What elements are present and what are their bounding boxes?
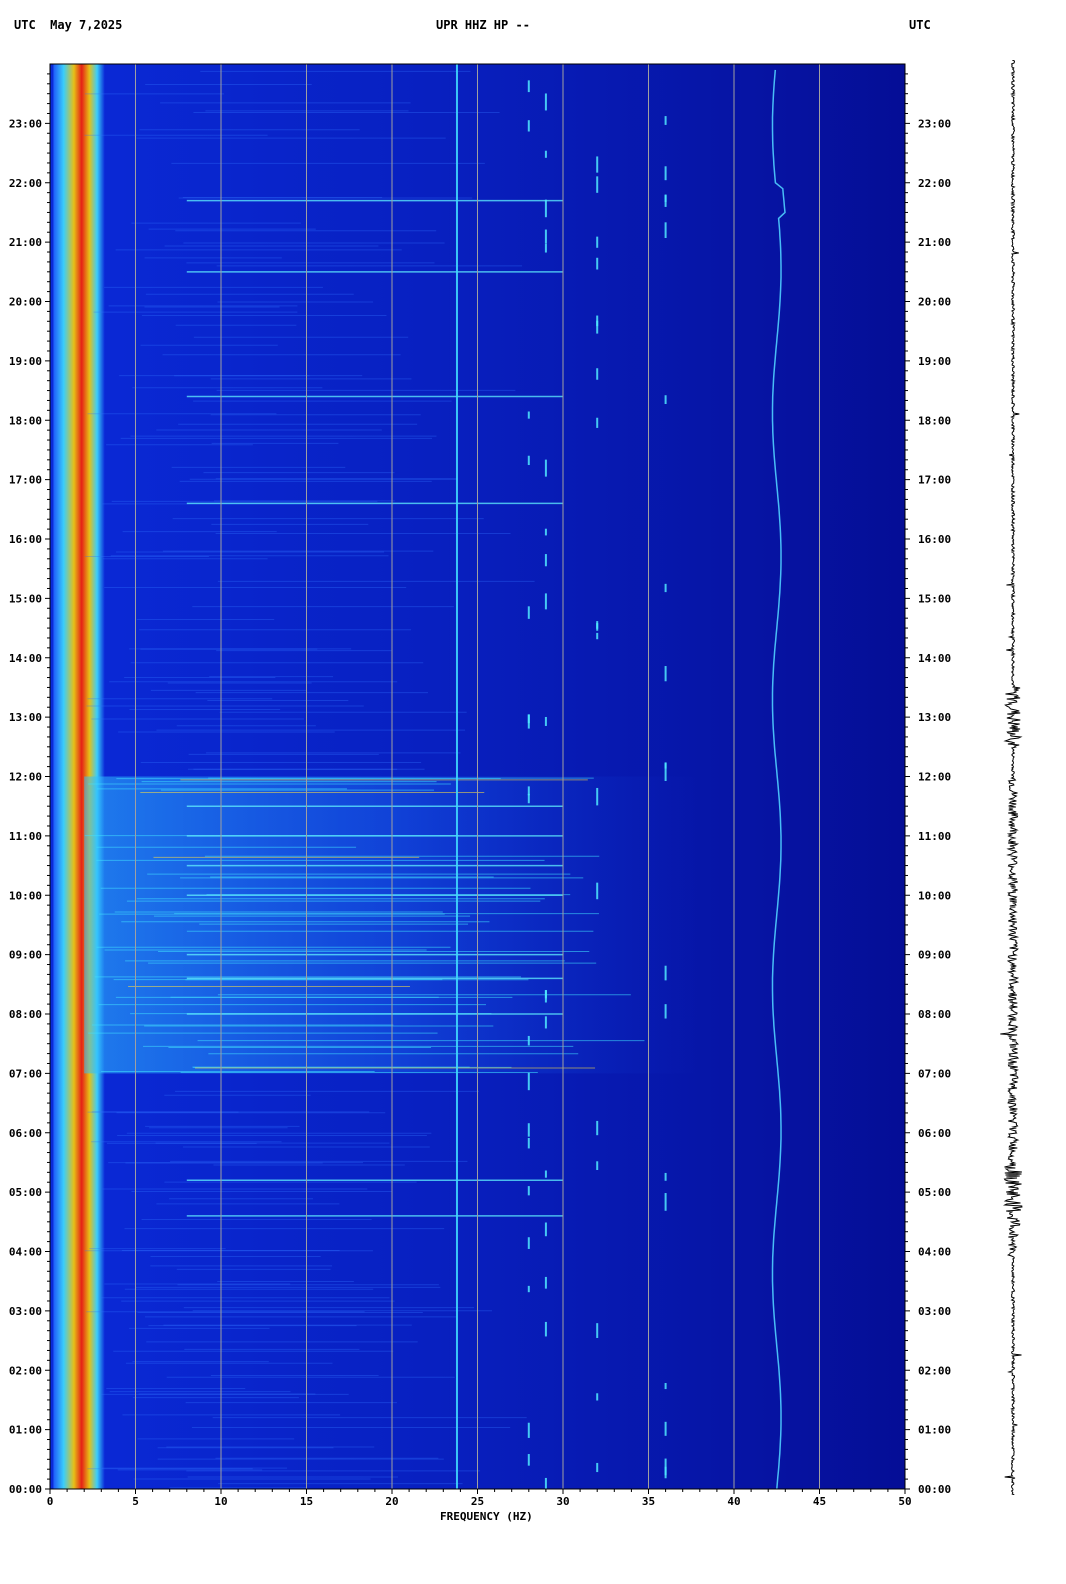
y-tick-label-left: 17:00 bbox=[9, 474, 42, 487]
y-tick-label-left: 14:00 bbox=[9, 652, 42, 665]
x-tick-label: 0 bbox=[47, 1495, 54, 1508]
x-tick-label: 5 bbox=[132, 1495, 139, 1508]
y-tick-label-left: 08:00 bbox=[9, 1008, 42, 1021]
y-tick-label-left: 05:00 bbox=[9, 1186, 42, 1199]
y-tick-label-left: 15:00 bbox=[9, 592, 42, 605]
y-tick-label-right: 10:00 bbox=[918, 889, 951, 902]
y-tick-label-right: 11:00 bbox=[918, 830, 951, 843]
y-tick-label-left: 12:00 bbox=[9, 771, 42, 784]
header-timezone: UTC bbox=[909, 18, 931, 32]
x-tick-label: 50 bbox=[898, 1495, 911, 1508]
y-tick-label-left: 00:00 bbox=[9, 1483, 42, 1496]
y-tick-label-right: 03:00 bbox=[918, 1305, 951, 1318]
y-tick-label-right: 19:00 bbox=[918, 355, 951, 368]
y-tick-label-right: 09:00 bbox=[918, 949, 951, 962]
x-tick-label: 20 bbox=[385, 1495, 398, 1508]
x-tick-label: 45 bbox=[813, 1495, 826, 1508]
noise-layer bbox=[53, 64, 700, 1490]
y-tick-label-right: 18:00 bbox=[918, 414, 951, 427]
y-tick-label-left: 21:00 bbox=[9, 236, 42, 249]
y-tick-label-right: 17:00 bbox=[918, 474, 951, 487]
y-tick-label-right: 20:00 bbox=[918, 296, 951, 309]
y-tick-label-right: 21:00 bbox=[918, 236, 951, 249]
y-tick-label-left: 19:00 bbox=[9, 355, 42, 368]
x-tick-label: 40 bbox=[727, 1495, 740, 1508]
y-tick-label-left: 11:00 bbox=[9, 830, 42, 843]
y-tick-label-left: 04:00 bbox=[9, 1246, 42, 1259]
y-tick-label-left: 18:00 bbox=[9, 414, 42, 427]
spectrogram-chart: 0 5 10 15 20 25 30 35 40 45 50 00:00 00:00 01:00 01:00… bbox=[9, 63, 951, 1523]
y-tick-label-right: 23:00 bbox=[918, 117, 951, 130]
y-tick-label-left: 01:00 bbox=[9, 1424, 42, 1437]
y-tick-label-left: 13:00 bbox=[9, 711, 42, 724]
y-tick-label-right: 14:00 bbox=[918, 652, 951, 665]
y-tick-label-left: 07:00 bbox=[9, 1067, 42, 1080]
drifting-spectral-line bbox=[771, 69, 786, 1490]
y-tick-label-left: 20:00 bbox=[9, 296, 42, 309]
y-tick-label-right: 02:00 bbox=[918, 1364, 951, 1377]
header-station: UPR HHZ HP -- bbox=[436, 18, 530, 32]
y-tick-label-right: 13:00 bbox=[918, 711, 951, 724]
y-tick-label-right: 22:00 bbox=[918, 177, 951, 190]
y-tick-label-left: 22:00 bbox=[9, 177, 42, 190]
grid-lines bbox=[135, 64, 820, 1489]
x-tick-label: 35 bbox=[642, 1495, 655, 1508]
y-tick-label-left: 06:00 bbox=[9, 1127, 42, 1140]
spectral-lines bbox=[455, 64, 786, 1490]
axes: 0 5 10 15 20 25 30 35 40 45 50 00:00 00:00 01:00 01:00… bbox=[9, 73, 951, 1508]
x-tick-label: 30 bbox=[556, 1495, 569, 1508]
y-tick-label-right: 01:00 bbox=[918, 1424, 951, 1437]
y-tick-label-right: 00:00 bbox=[918, 1483, 951, 1496]
y-tick-label-left: 23:00 bbox=[9, 117, 42, 130]
y-tick-label-right: 15:00 bbox=[918, 592, 951, 605]
y-tick-label-right: 16:00 bbox=[918, 533, 951, 546]
trace-waveform bbox=[1000, 60, 1023, 1495]
y-tick-label-left: 16:00 bbox=[9, 533, 42, 546]
x-tick-label: 10 bbox=[214, 1495, 227, 1508]
y-tick-label-right: 06:00 bbox=[918, 1127, 951, 1140]
header-date: UTC May 7,2025 bbox=[14, 18, 123, 32]
y-tick-label-right: 05:00 bbox=[918, 1186, 951, 1199]
y-tick-label-right: 12:00 bbox=[918, 771, 951, 784]
y-tick-label-left: 02:00 bbox=[9, 1364, 42, 1377]
x-tick-label: 25 bbox=[471, 1495, 484, 1508]
y-tick-label-left: 09:00 bbox=[9, 949, 42, 962]
x-tick-label: 15 bbox=[300, 1495, 313, 1508]
y-tick-label-right: 08:00 bbox=[918, 1008, 951, 1021]
y-tick-label-left: 03:00 bbox=[9, 1305, 42, 1318]
y-tick-label-right: 07:00 bbox=[918, 1067, 951, 1080]
x-axis-title: FREQUENCY (HZ) bbox=[440, 1510, 533, 1523]
y-tick-label-right: 04:00 bbox=[918, 1246, 951, 1259]
y-tick-label-left: 10:00 bbox=[9, 889, 42, 902]
seismogram-trace bbox=[1000, 60, 1023, 1495]
